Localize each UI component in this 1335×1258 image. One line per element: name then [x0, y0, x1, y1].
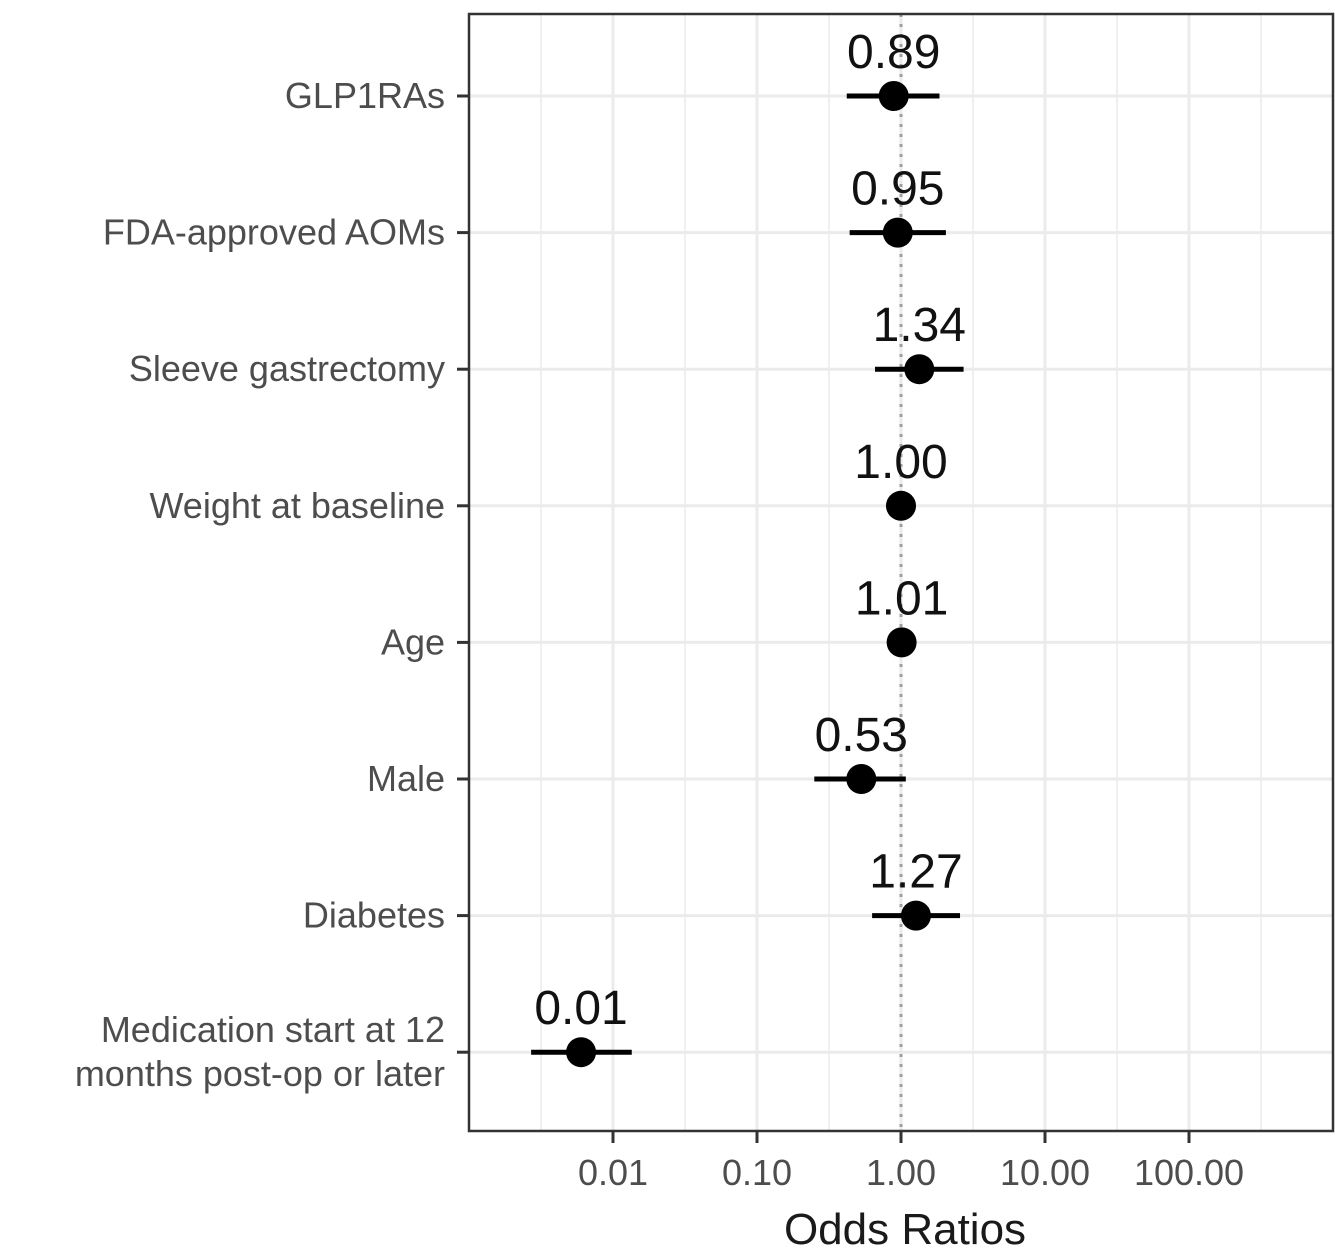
- or-point: [846, 764, 877, 794]
- x-tick-label: 10.00: [1000, 1152, 1090, 1193]
- y-axis-label: months post-op or later: [75, 1053, 445, 1094]
- or-value-label: 0.53: [815, 709, 908, 762]
- or-point: [886, 490, 916, 521]
- axes: GLP1RAs FDA-approved AOMs Sleeve gastrecto…: [75, 12, 1335, 1193]
- or-point: [878, 81, 909, 111]
- y-axis-label: Diabetes: [303, 895, 445, 936]
- or-point: [882, 217, 913, 248]
- y-axis-label: FDA-approved AOMs: [103, 212, 445, 253]
- or-value-label: 0.95: [851, 163, 944, 216]
- y-axis-label: GLP1RAs: [285, 75, 445, 116]
- x-tick-label: 100.00: [1134, 1152, 1244, 1193]
- or-point: [886, 627, 917, 658]
- y-axis-label: Weight at baseline: [149, 485, 445, 526]
- y-axis-label: Sleeve gastrectomy: [129, 348, 445, 389]
- or-point: [900, 900, 931, 931]
- or-value-label: 1.34: [873, 299, 966, 352]
- x-tick-label: 0.01: [578, 1152, 648, 1193]
- x-tick-label: 0.10: [722, 1152, 792, 1193]
- or-point: [566, 1037, 597, 1068]
- or-value-label: 1.01: [855, 572, 948, 625]
- x-tick-label: 1.00: [866, 1152, 936, 1193]
- or-value-label: 1.27: [869, 846, 962, 899]
- data-marks: 0.89 0.95 1.34 1.00 1.01 0.53 1.27 0.01: [531, 26, 966, 1068]
- or-point: [904, 354, 935, 385]
- y-axis-label: Age: [381, 621, 445, 662]
- x-axis-title: Odds Ratios: [784, 1205, 1026, 1253]
- or-value-label: 0.89: [847, 26, 940, 79]
- or-value-label: 0.01: [534, 982, 627, 1035]
- y-axis-label: Male: [367, 758, 445, 799]
- or-value-label: 1.00: [854, 436, 947, 489]
- y-axis-label: Medication start at 12: [101, 1009, 445, 1050]
- panel-border: [467, 12, 1335, 1133]
